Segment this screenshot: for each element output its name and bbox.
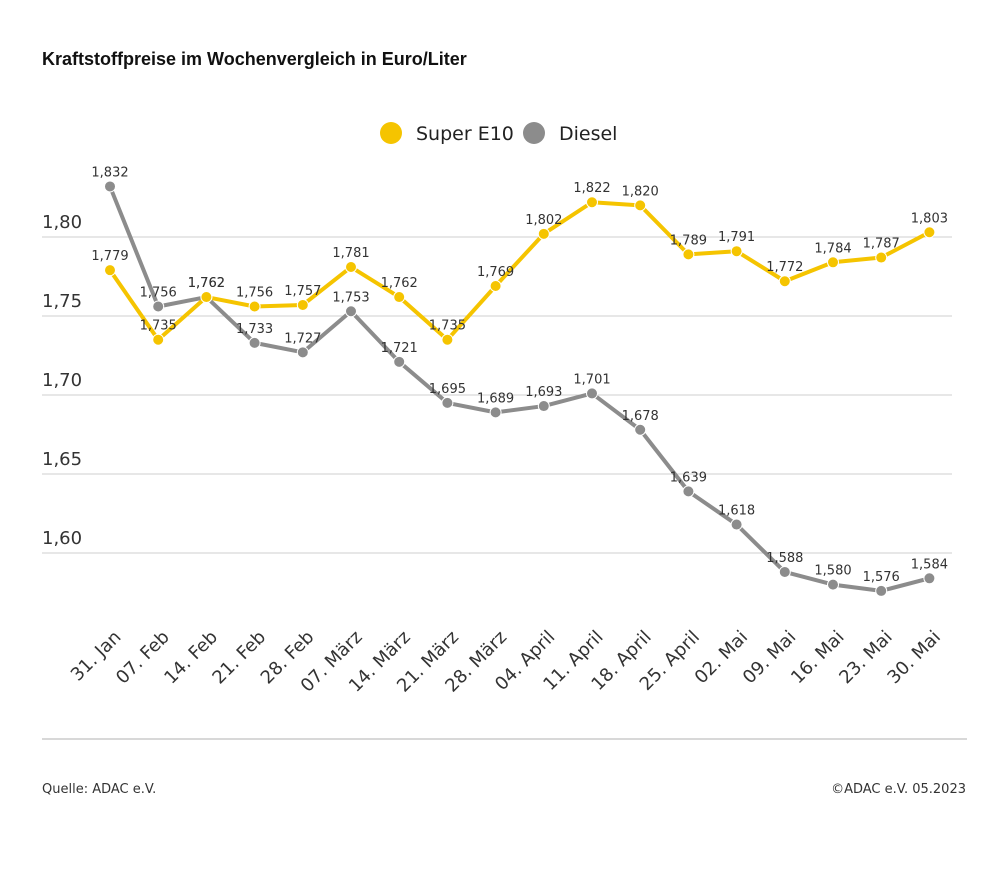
data-point bbox=[730, 245, 743, 258]
series-points bbox=[104, 180, 936, 597]
data-point bbox=[345, 305, 357, 318]
data-point bbox=[730, 518, 743, 531]
data-point bbox=[152, 333, 165, 346]
data-label: 1,803 bbox=[911, 211, 948, 226]
data-label: 1,735 bbox=[429, 319, 466, 334]
data-point bbox=[345, 261, 357, 274]
data-label: 1,701 bbox=[573, 372, 610, 387]
data-label: 1,756 bbox=[140, 286, 177, 301]
data-point bbox=[104, 180, 116, 193]
series-line-diesel bbox=[108, 185, 930, 593]
data-point bbox=[296, 346, 309, 359]
data-point bbox=[875, 584, 888, 597]
data-label: 1,695 bbox=[429, 382, 466, 397]
data-point bbox=[586, 387, 598, 400]
data-point bbox=[200, 291, 213, 304]
data-point bbox=[778, 565, 791, 578]
data-label: 1,757 bbox=[284, 284, 321, 299]
data-label: 1,733 bbox=[236, 322, 273, 337]
data-point bbox=[923, 226, 936, 239]
chart-title: Kraftstoffpreise im Wochenvergleich in E… bbox=[42, 49, 467, 69]
data-label: 1,822 bbox=[573, 181, 610, 196]
data-point bbox=[296, 298, 309, 311]
data-point bbox=[682, 485, 695, 498]
data-label: 1,721 bbox=[381, 341, 418, 356]
data-point bbox=[393, 291, 406, 304]
data-label: 1,832 bbox=[91, 165, 128, 180]
data-point bbox=[104, 264, 116, 277]
y-axis: 1,60 1,65 1,70 1,75 1,80 bbox=[42, 212, 82, 549]
data-point bbox=[682, 248, 695, 261]
data-label: 1,727 bbox=[284, 331, 321, 346]
data-point bbox=[393, 355, 406, 368]
data-point bbox=[489, 406, 502, 419]
data-label: 1,769 bbox=[477, 265, 514, 280]
y-tick-label: 1,80 bbox=[42, 212, 82, 233]
x-tick-label: 23. Mai bbox=[835, 627, 896, 688]
legend-label: Super E10 bbox=[416, 123, 514, 145]
data-point bbox=[441, 333, 454, 346]
gridlines bbox=[42, 236, 952, 554]
x-tick-label: 02. Mai bbox=[691, 627, 752, 688]
data-label: 1,762 bbox=[188, 276, 225, 291]
data-point bbox=[441, 396, 454, 409]
data-point bbox=[537, 400, 550, 413]
data-label: 1,584 bbox=[911, 557, 948, 572]
data-point bbox=[248, 300, 261, 313]
y-tick-label: 1,60 bbox=[42, 528, 82, 549]
data-label: 1,802 bbox=[525, 213, 562, 228]
data-label: 1,689 bbox=[477, 391, 514, 406]
data-label: 1,588 bbox=[766, 551, 803, 566]
data-label: 1,735 bbox=[140, 319, 177, 334]
y-tick-label: 1,65 bbox=[42, 449, 82, 470]
data-point bbox=[827, 256, 839, 269]
data-point bbox=[634, 423, 647, 436]
data-point bbox=[923, 572, 936, 585]
data-label: 1,753 bbox=[332, 290, 369, 305]
data-label: 1,779 bbox=[91, 249, 128, 264]
data-label: 1,762 bbox=[188, 276, 225, 291]
bottom-divider bbox=[42, 738, 967, 740]
series-lines bbox=[108, 185, 931, 593]
source-note: Quelle: ADAC e.V. bbox=[42, 782, 157, 797]
x-tick-label: 16. Mai bbox=[787, 627, 848, 688]
data-label: 1,756 bbox=[236, 286, 273, 301]
legend-marker bbox=[380, 122, 402, 144]
data-point bbox=[778, 275, 791, 288]
data-point bbox=[875, 251, 888, 264]
data-label: 1,772 bbox=[766, 260, 803, 275]
data-label: 1,789 bbox=[670, 233, 707, 248]
data-point bbox=[586, 196, 598, 209]
data-label: 1,820 bbox=[622, 184, 659, 199]
copyright-note: ©ADAC e.V. 05.2023 bbox=[831, 782, 966, 797]
legend-label: Diesel bbox=[559, 123, 617, 145]
data-label: 1,784 bbox=[814, 241, 851, 256]
x-tick-label: 09. Mai bbox=[739, 627, 800, 688]
data-point bbox=[248, 336, 261, 349]
data-label: 1,781 bbox=[332, 246, 369, 261]
data-label: 1,580 bbox=[814, 564, 851, 579]
x-tick-label: 30. Mai bbox=[883, 627, 944, 688]
data-point bbox=[152, 300, 165, 313]
data-label: 1,639 bbox=[670, 470, 707, 485]
data-labels: 1,832 1,756 1,762 1,733 1,727 1,753 1,721 1,695… bbox=[91, 165, 948, 584]
data-label: 1,576 bbox=[863, 570, 900, 585]
data-point bbox=[634, 199, 647, 212]
data-label: 1,678 bbox=[622, 409, 659, 424]
legend-marker bbox=[523, 122, 545, 144]
data-label: 1,762 bbox=[381, 276, 418, 291]
data-label: 1,693 bbox=[525, 385, 562, 400]
y-tick-label: 1,75 bbox=[42, 291, 82, 312]
y-tick-label: 1,70 bbox=[42, 370, 82, 391]
data-point bbox=[489, 279, 502, 292]
series-line-super-e10 bbox=[108, 200, 931, 342]
data-label: 1,791 bbox=[718, 230, 755, 245]
data-label: 1,618 bbox=[718, 504, 755, 519]
data-point bbox=[537, 227, 550, 240]
data-point bbox=[827, 578, 839, 591]
legend: Super E10 Diesel bbox=[380, 122, 617, 145]
data-label: 1,787 bbox=[863, 237, 900, 252]
